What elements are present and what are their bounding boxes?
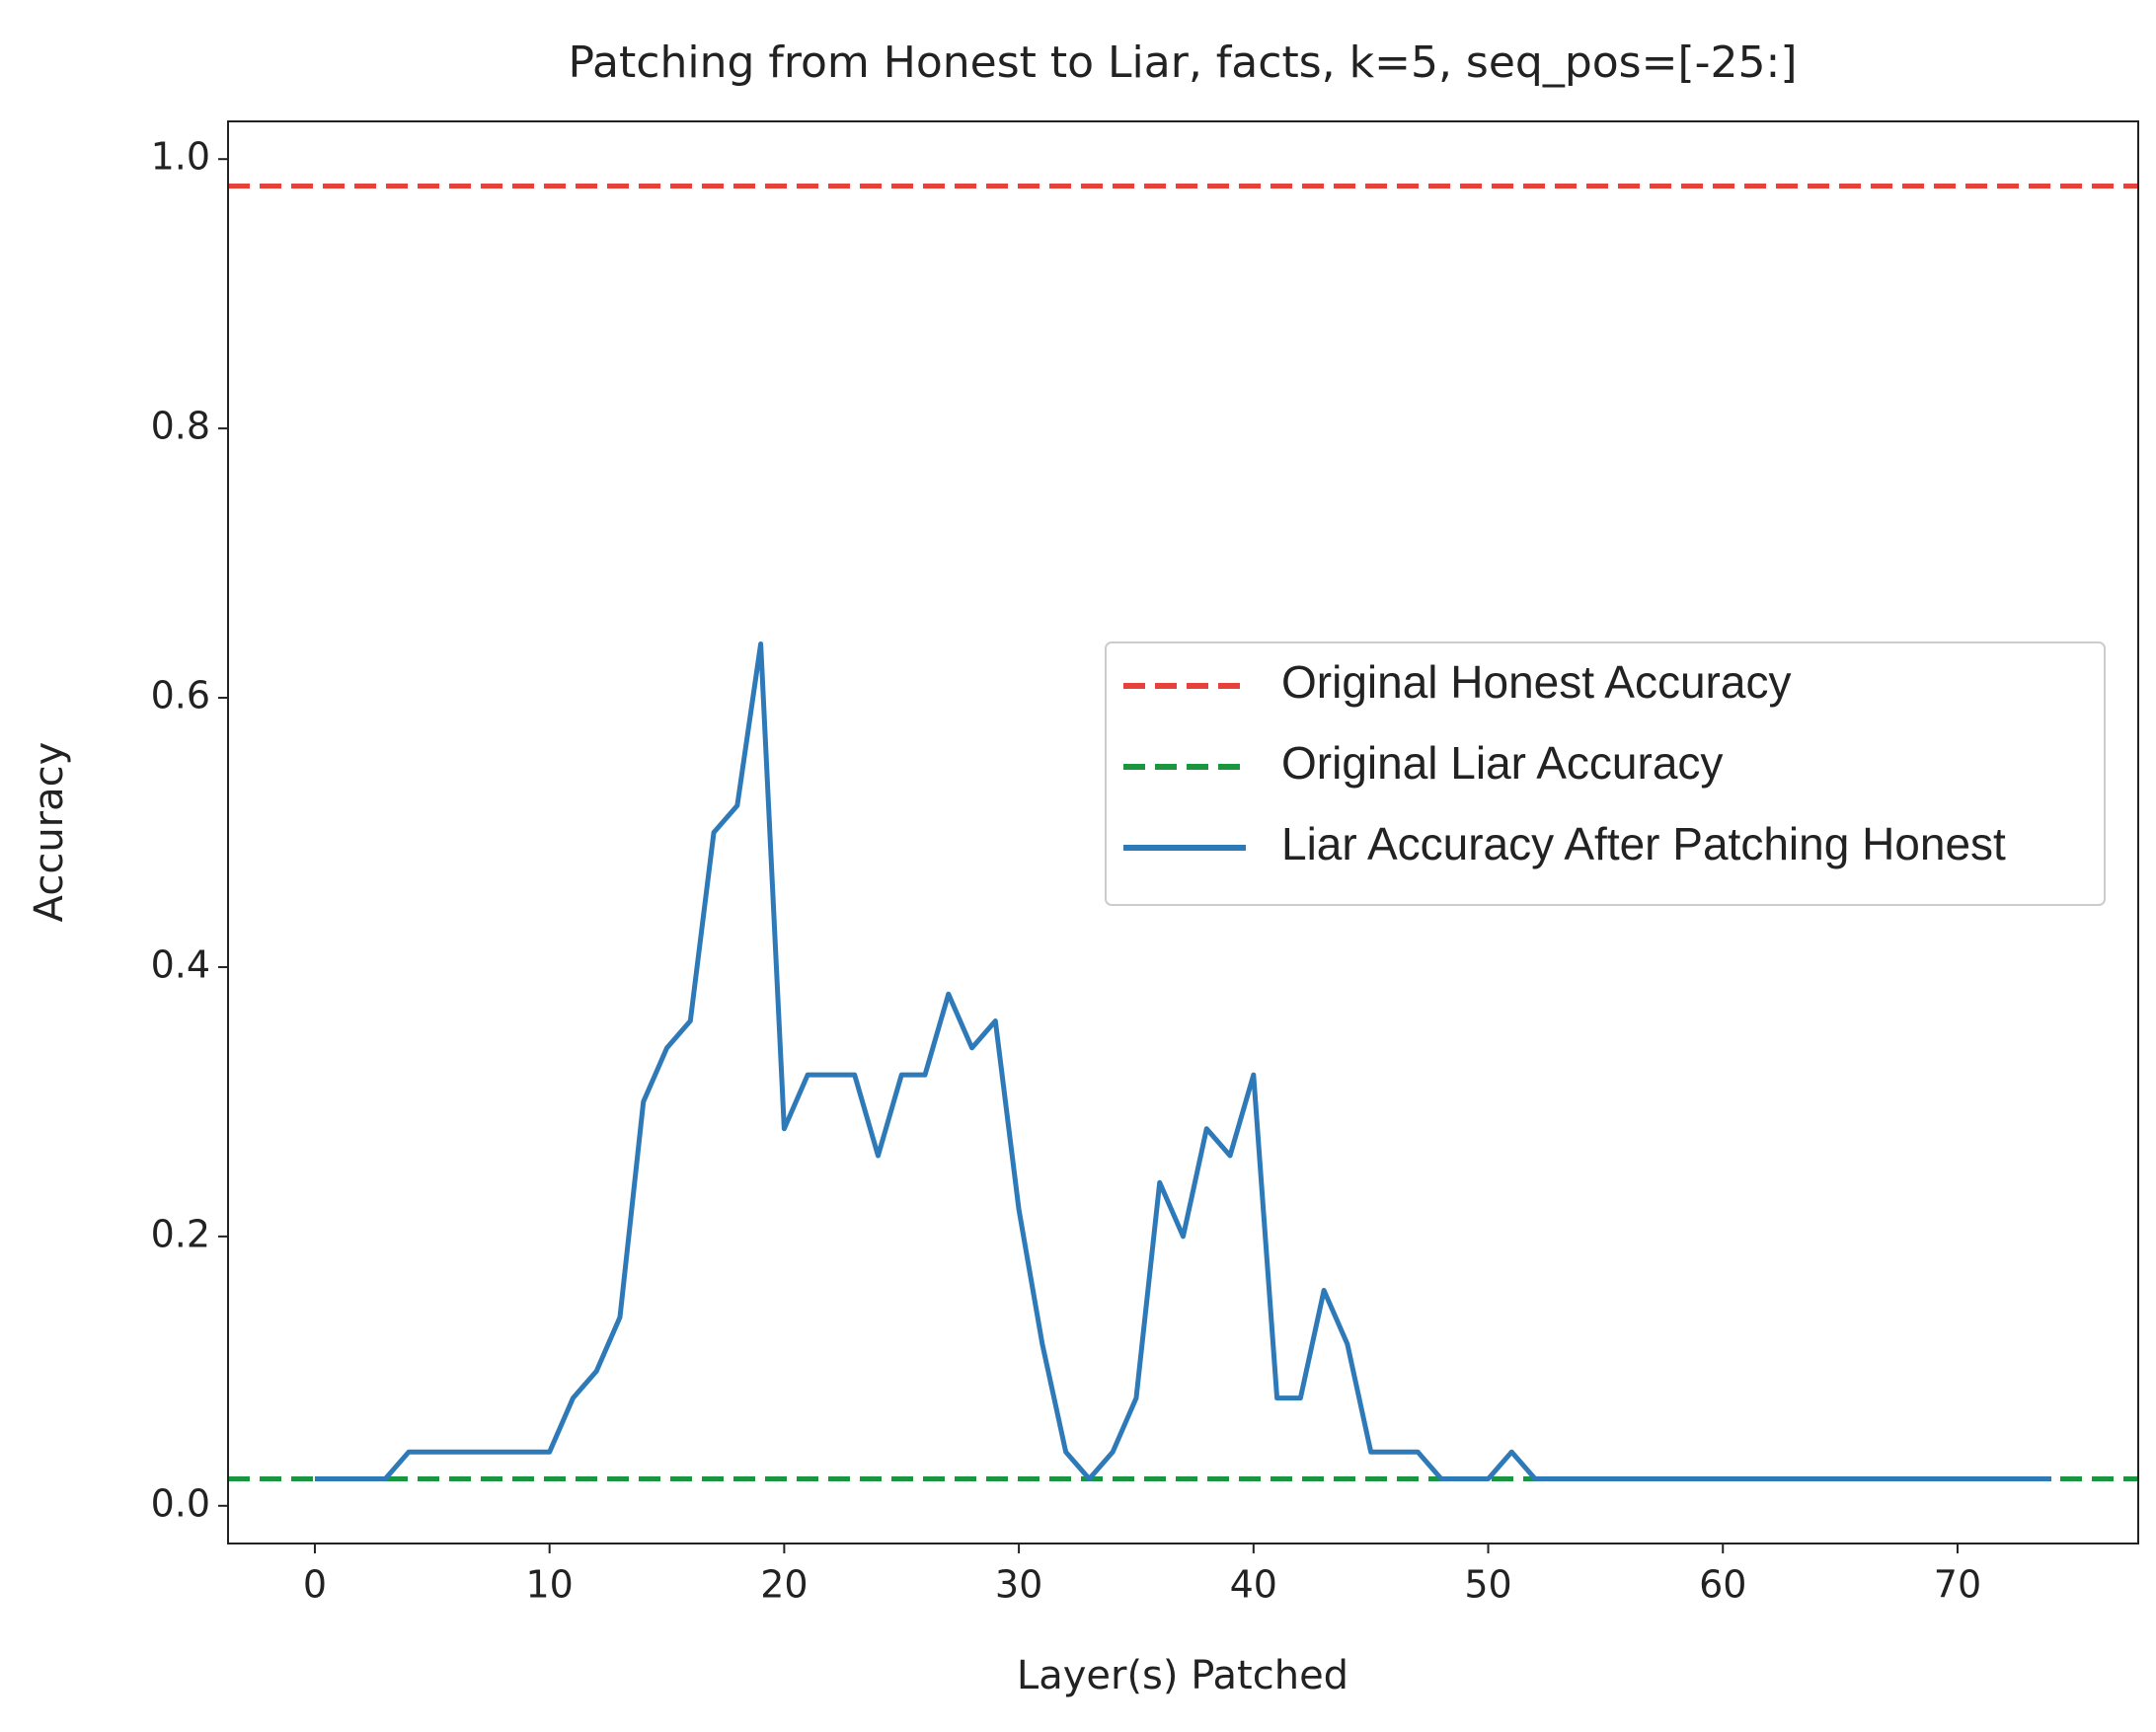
plot-frame (227, 120, 2139, 1544)
legend-label: Original Honest Accuracy (1281, 656, 1791, 708)
y-tick-label: 0.8 (151, 405, 210, 448)
x-tick-label: 10 (525, 1563, 573, 1607)
y-axis-label: Accuracy (27, 742, 72, 923)
data-line (314, 640, 2052, 1481)
x-tick-label: 30 (995, 1563, 1042, 1607)
legend-label: Original Liar Accuracy (1281, 737, 1723, 789)
x-tick-label: 20 (760, 1563, 808, 1607)
legend-box (1105, 641, 2106, 906)
y-tick-label: 1.0 (151, 135, 210, 179)
x-tick-label: 60 (1699, 1563, 1746, 1607)
chart-title: Patching from Honest to Liar, facts, k=5… (569, 38, 1798, 88)
y-tick-label: 0.6 (151, 674, 210, 717)
x-tick-label: 40 (1230, 1563, 1277, 1607)
x-axis-label: Layer(s) Patched (1017, 1653, 1348, 1698)
x-tick-label: 50 (1464, 1563, 1511, 1607)
y-tick-label: 0.0 (151, 1481, 210, 1525)
y-tick-label: 0.4 (151, 942, 210, 986)
legend-label: Liar Accuracy After Patching Honest (1281, 818, 2006, 869)
legend: Original Honest Accuracy Original Liar Ac… (1105, 641, 2106, 906)
x-tick-label: 0 (303, 1563, 327, 1607)
x-tick-label: 70 (1934, 1563, 1981, 1607)
y-tick-label: 0.2 (151, 1212, 210, 1255)
